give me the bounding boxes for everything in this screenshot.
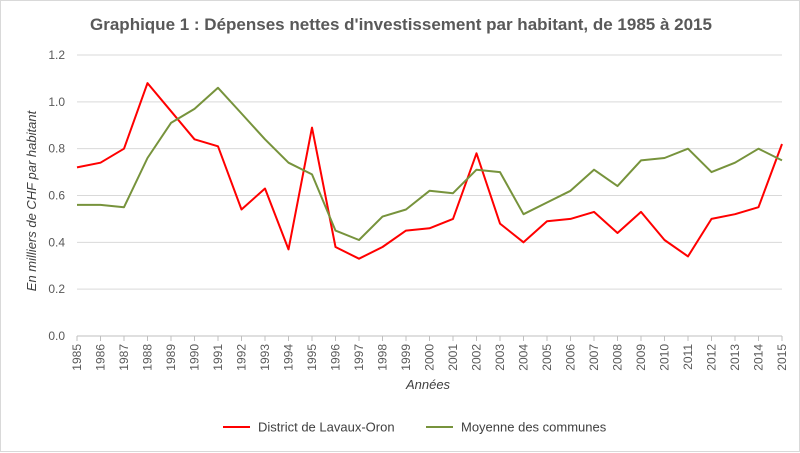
- legend-label: District de Lavaux-Oron: [258, 420, 395, 435]
- x-tick-label: 2011: [681, 344, 695, 370]
- x-tick-label: 1996: [329, 344, 343, 371]
- x-tick-label: 2009: [634, 344, 648, 371]
- legend: District de Lavaux-Oron Moyenne des commu…: [223, 420, 607, 435]
- y-axis-ticks: 0.0 0.2 0.4 0.6 0.8 1.0 1.2: [48, 48, 65, 343]
- y-axis-label: En milliers de CHF par habitant: [24, 109, 39, 291]
- x-tick-label: 2008: [611, 344, 625, 371]
- x-tick-label: 2013: [728, 344, 742, 371]
- x-tick-label: 2005: [540, 344, 554, 371]
- legend-label: Moyenne des communes: [461, 420, 607, 435]
- y-tick-label: 0.8: [48, 142, 65, 156]
- x-tick-label: 2010: [658, 344, 672, 371]
- x-tick-label: 1986: [94, 344, 108, 371]
- x-tick-label: 1995: [305, 344, 319, 371]
- x-tick-label: 1989: [164, 344, 178, 371]
- y-tick-label: 0.2: [48, 282, 65, 296]
- gridlines: [77, 54, 782, 337]
- x-axis: 1985 1986 1987 1988 1989 1990 1991 1992 1993 1994…: [70, 335, 789, 371]
- series-line: [77, 86, 783, 241]
- chart-title: Graphique 1 : Dépenses nettes d'investis…: [90, 15, 712, 34]
- x-tick-label: 2007: [587, 344, 601, 371]
- y-tick-label: 1.2: [48, 48, 65, 62]
- x-tick-label: 1985: [70, 344, 84, 371]
- x-tick-label: 1998: [376, 344, 390, 371]
- x-tick-label: 1988: [141, 344, 155, 371]
- series-lines: [76, 82, 783, 260]
- x-axis-label: Années: [405, 377, 451, 392]
- x-tick-label: 1994: [282, 344, 296, 371]
- x-tick-label: 1987: [117, 344, 131, 371]
- x-tick-label: 2012: [705, 344, 719, 371]
- x-tick-label: 2015: [775, 344, 789, 371]
- x-tick-label: 1990: [188, 344, 202, 371]
- x-tick-label: 2003: [493, 344, 507, 371]
- x-tick-label: 1993: [258, 344, 272, 371]
- x-tick-label: 2014: [752, 344, 766, 371]
- x-tick-label: 2001: [446, 344, 460, 371]
- series-line: [76, 82, 783, 260]
- x-tick-label: 1997: [352, 344, 366, 371]
- y-tick-label: 0.0: [48, 329, 65, 343]
- x-tick-label: 2000: [423, 344, 437, 371]
- y-tick-label: 0.4: [48, 235, 65, 249]
- x-tick-label: 1991: [211, 344, 225, 371]
- x-tick-label: 2002: [470, 344, 484, 371]
- x-tick-label: 2004: [517, 344, 531, 371]
- x-tick-label: 2006: [564, 344, 578, 371]
- y-tick-label: 0.6: [48, 189, 65, 203]
- y-tick-label: 1.0: [48, 95, 65, 109]
- x-tick-label: 1999: [399, 344, 413, 371]
- x-tick-label: 1992: [235, 344, 249, 371]
